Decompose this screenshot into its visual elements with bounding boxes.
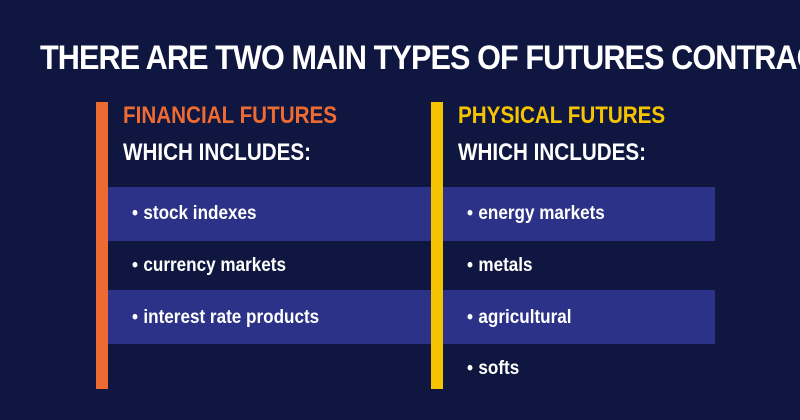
bullet-icon: • (467, 307, 473, 328)
list-item: • energy markets (467, 202, 605, 226)
financial-accent-bar (96, 102, 108, 389)
list-item: • agricultural (467, 306, 572, 330)
bullet-icon: • (132, 255, 138, 276)
physical-accent-bar (431, 102, 443, 389)
list-item-label: currency markets (143, 255, 286, 276)
list-item-label: interest rate products (143, 307, 320, 328)
bullet-icon: • (467, 203, 473, 224)
list-item: • currency markets (132, 254, 286, 278)
financial-heading: FINANCIAL FUTURES (123, 102, 338, 129)
bullet-icon: • (467, 255, 473, 276)
list-item-label: energy markets (478, 203, 605, 224)
list-item-label: stock indexes (143, 203, 257, 224)
bullet-icon: • (132, 203, 138, 224)
list-item-label: metals (478, 255, 533, 276)
list-item: • interest rate products (132, 306, 319, 330)
row-band (108, 290, 715, 344)
bullet-icon: • (467, 358, 473, 379)
list-item-label: softs (478, 358, 520, 379)
list-item: • stock indexes (132, 202, 256, 226)
financial-subheading: WHICH INCLUDES: (123, 139, 312, 166)
physical-heading: PHYSICAL FUTURES (458, 102, 666, 129)
physical-subheading: WHICH INCLUDES: (458, 139, 647, 166)
page-title: THERE ARE TWO MAIN TYPES OF FUTURES CONT… (40, 39, 800, 77)
list-item-label: agricultural (478, 307, 572, 328)
list-item: • softs (467, 357, 519, 381)
row-band (108, 187, 715, 241)
list-item: • metals (467, 254, 533, 278)
bullet-icon: • (132, 307, 138, 328)
